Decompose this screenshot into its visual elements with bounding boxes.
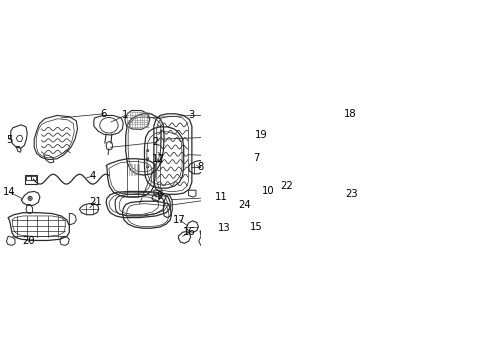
Bar bbox=[222, 208, 243, 223]
Bar bbox=[26, 176, 31, 180]
Bar bbox=[308, 198, 324, 212]
Text: 1: 1 bbox=[122, 111, 128, 121]
Text: 22: 22 bbox=[280, 181, 293, 191]
Text: 5: 5 bbox=[6, 135, 13, 145]
Text: 6: 6 bbox=[100, 109, 107, 119]
Text: 9: 9 bbox=[157, 190, 163, 201]
Bar bbox=[326, 198, 342, 212]
Text: 4: 4 bbox=[90, 171, 96, 181]
Text: 8: 8 bbox=[198, 162, 204, 172]
Text: 24: 24 bbox=[239, 200, 251, 210]
Text: 10: 10 bbox=[262, 186, 274, 197]
Bar bbox=[244, 208, 266, 223]
Text: 17: 17 bbox=[173, 215, 186, 225]
Text: 3: 3 bbox=[189, 111, 195, 121]
Text: 15: 15 bbox=[249, 222, 262, 232]
Bar bbox=[253, 189, 283, 201]
Bar bbox=[307, 197, 343, 213]
Text: 18: 18 bbox=[343, 109, 356, 119]
Text: 20: 20 bbox=[22, 236, 35, 246]
Text: 19: 19 bbox=[255, 130, 268, 140]
Bar bbox=[221, 208, 266, 224]
Text: 13: 13 bbox=[218, 223, 231, 233]
Text: 23: 23 bbox=[345, 189, 358, 199]
Bar bbox=[269, 190, 282, 201]
Bar bbox=[254, 190, 267, 201]
Text: 2: 2 bbox=[153, 138, 159, 147]
Text: 16: 16 bbox=[183, 227, 196, 237]
Text: 21: 21 bbox=[89, 198, 102, 207]
Bar bbox=[31, 176, 36, 180]
Bar bbox=[25, 175, 37, 184]
Text: 12: 12 bbox=[151, 154, 164, 164]
Text: 7: 7 bbox=[253, 153, 259, 162]
Text: 11: 11 bbox=[215, 192, 228, 202]
Text: 14: 14 bbox=[3, 187, 16, 197]
